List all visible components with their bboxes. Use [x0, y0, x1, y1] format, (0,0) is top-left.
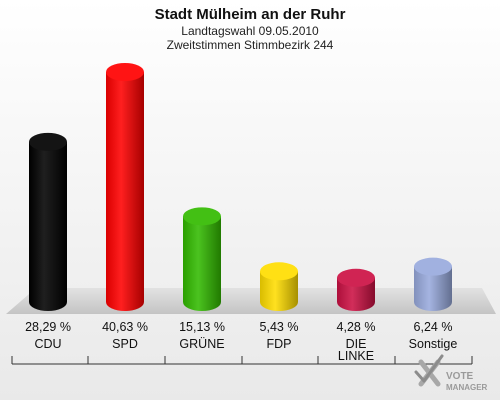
category-label-sonstige: Sonstige	[409, 337, 458, 351]
value-label-fdp: 5,43 %	[260, 320, 299, 334]
checkmark-x-icon	[414, 354, 444, 387]
category-label-die-linke-1: DIE	[346, 337, 367, 351]
bar-body-cdu	[29, 141, 67, 311]
category-label-gr-ne: GRÜNE	[179, 337, 224, 351]
category-label-spd: SPD	[112, 337, 138, 351]
value-label-sonstige: 6,24 %	[414, 320, 453, 334]
label-group: 28,29 % CDU 40,63 % SPD 15,13 % GRÜNE 5,43 % FD…	[25, 320, 457, 363]
category-axis	[11, 356, 473, 365]
value-label-cdu: 28,29 %	[25, 320, 71, 334]
category-label-die-linke-2: LINKE	[338, 349, 374, 363]
bar-group	[29, 63, 452, 311]
category-label-cdu: CDU	[34, 337, 61, 351]
vote-manager-logo: VOTE MANAGER	[414, 354, 488, 392]
chart-subtitle: Landtagswahl 09.05.2010	[181, 24, 319, 38]
bar-top-sonstige	[414, 257, 452, 276]
bar-top-fdp	[260, 262, 298, 281]
bar-body-die-linke	[337, 277, 375, 311]
bar-gr-ne	[183, 207, 221, 311]
bar-top-gr-ne	[183, 207, 221, 226]
bar-fdp	[260, 262, 298, 311]
bar-top-die-linke	[337, 268, 375, 287]
value-label-die-linke: 4,28 %	[337, 320, 376, 334]
bar-sonstige	[414, 257, 452, 311]
bar-top-spd	[106, 63, 144, 81]
bar-cdu	[29, 132, 67, 311]
chart-title: Stadt Mülheim an der Ruhr	[155, 6, 346, 23]
value-label-spd: 40,63 %	[102, 320, 148, 334]
value-label-gr-ne: 15,13 %	[179, 320, 225, 334]
bar-die-linke	[337, 268, 375, 311]
bar-spd	[106, 63, 144, 311]
bar-body-fdp	[260, 271, 298, 311]
bar-body-sonstige	[414, 266, 452, 311]
logo-text-manager: MANAGER	[446, 383, 488, 392]
bar-top-cdu	[29, 132, 67, 151]
logo-text-vote: VOTE	[446, 371, 474, 382]
bar-body-spd	[106, 72, 144, 311]
bar-body-gr-ne	[183, 216, 221, 311]
category-label-fdp: FDP	[267, 337, 292, 351]
chart-subtitle-2: Zweitstimmen Stimmbezirk 244	[167, 38, 334, 52]
